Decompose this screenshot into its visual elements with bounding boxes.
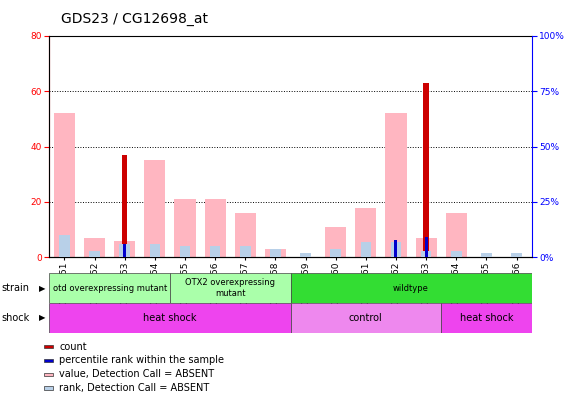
Text: wildtype: wildtype bbox=[393, 284, 429, 293]
Bar bbox=[356, 208, 376, 257]
Text: shock: shock bbox=[2, 313, 30, 323]
Bar bbox=[425, 238, 428, 257]
Bar bbox=[210, 246, 220, 257]
Text: heat shock: heat shock bbox=[460, 313, 513, 323]
Bar bbox=[120, 244, 130, 257]
Bar bbox=[511, 253, 522, 257]
Bar bbox=[331, 249, 341, 257]
Bar bbox=[180, 246, 191, 257]
Bar bbox=[270, 249, 281, 257]
Bar bbox=[45, 359, 53, 362]
Text: count: count bbox=[59, 342, 87, 352]
Bar bbox=[49, 303, 290, 333]
Text: OTX2 overexpressing
mutant: OTX2 overexpressing mutant bbox=[185, 278, 275, 298]
Bar bbox=[49, 273, 170, 303]
Bar bbox=[174, 199, 196, 257]
Bar bbox=[45, 373, 53, 376]
Bar bbox=[441, 303, 532, 333]
Text: ▶: ▶ bbox=[39, 313, 45, 322]
Bar bbox=[385, 113, 407, 257]
Text: GDS23 / CG12698_at: GDS23 / CG12698_at bbox=[61, 12, 208, 26]
Bar bbox=[240, 246, 250, 257]
Text: percentile rank within the sample: percentile rank within the sample bbox=[59, 356, 224, 366]
Bar bbox=[446, 213, 467, 257]
Bar bbox=[390, 242, 401, 257]
Bar bbox=[45, 386, 53, 390]
Text: control: control bbox=[349, 313, 383, 323]
Text: rank, Detection Call = ABSENT: rank, Detection Call = ABSENT bbox=[59, 383, 210, 393]
Bar bbox=[325, 227, 346, 257]
Bar bbox=[170, 273, 290, 303]
Bar bbox=[265, 249, 286, 257]
Bar bbox=[451, 251, 461, 257]
Bar bbox=[122, 155, 127, 257]
Bar bbox=[54, 113, 75, 257]
Bar bbox=[421, 251, 432, 257]
Text: ▶: ▶ bbox=[39, 284, 45, 293]
Bar bbox=[59, 235, 70, 257]
Bar bbox=[89, 251, 100, 257]
Text: otd overexpressing mutant: otd overexpressing mutant bbox=[52, 284, 167, 293]
Text: strain: strain bbox=[2, 283, 30, 293]
Bar bbox=[415, 238, 437, 257]
Bar bbox=[290, 273, 532, 303]
Bar bbox=[481, 253, 492, 257]
Bar bbox=[361, 242, 371, 257]
Bar bbox=[84, 238, 105, 257]
Bar bbox=[123, 244, 126, 257]
Text: heat shock: heat shock bbox=[143, 313, 197, 323]
Bar bbox=[290, 303, 441, 333]
Bar bbox=[149, 244, 160, 257]
Bar bbox=[424, 83, 429, 257]
Text: value, Detection Call = ABSENT: value, Detection Call = ABSENT bbox=[59, 369, 214, 379]
Bar bbox=[144, 160, 166, 257]
Bar bbox=[114, 241, 135, 257]
Bar bbox=[394, 240, 397, 257]
Bar bbox=[205, 199, 225, 257]
Bar bbox=[45, 345, 53, 348]
Bar bbox=[235, 213, 256, 257]
Bar bbox=[300, 253, 311, 257]
